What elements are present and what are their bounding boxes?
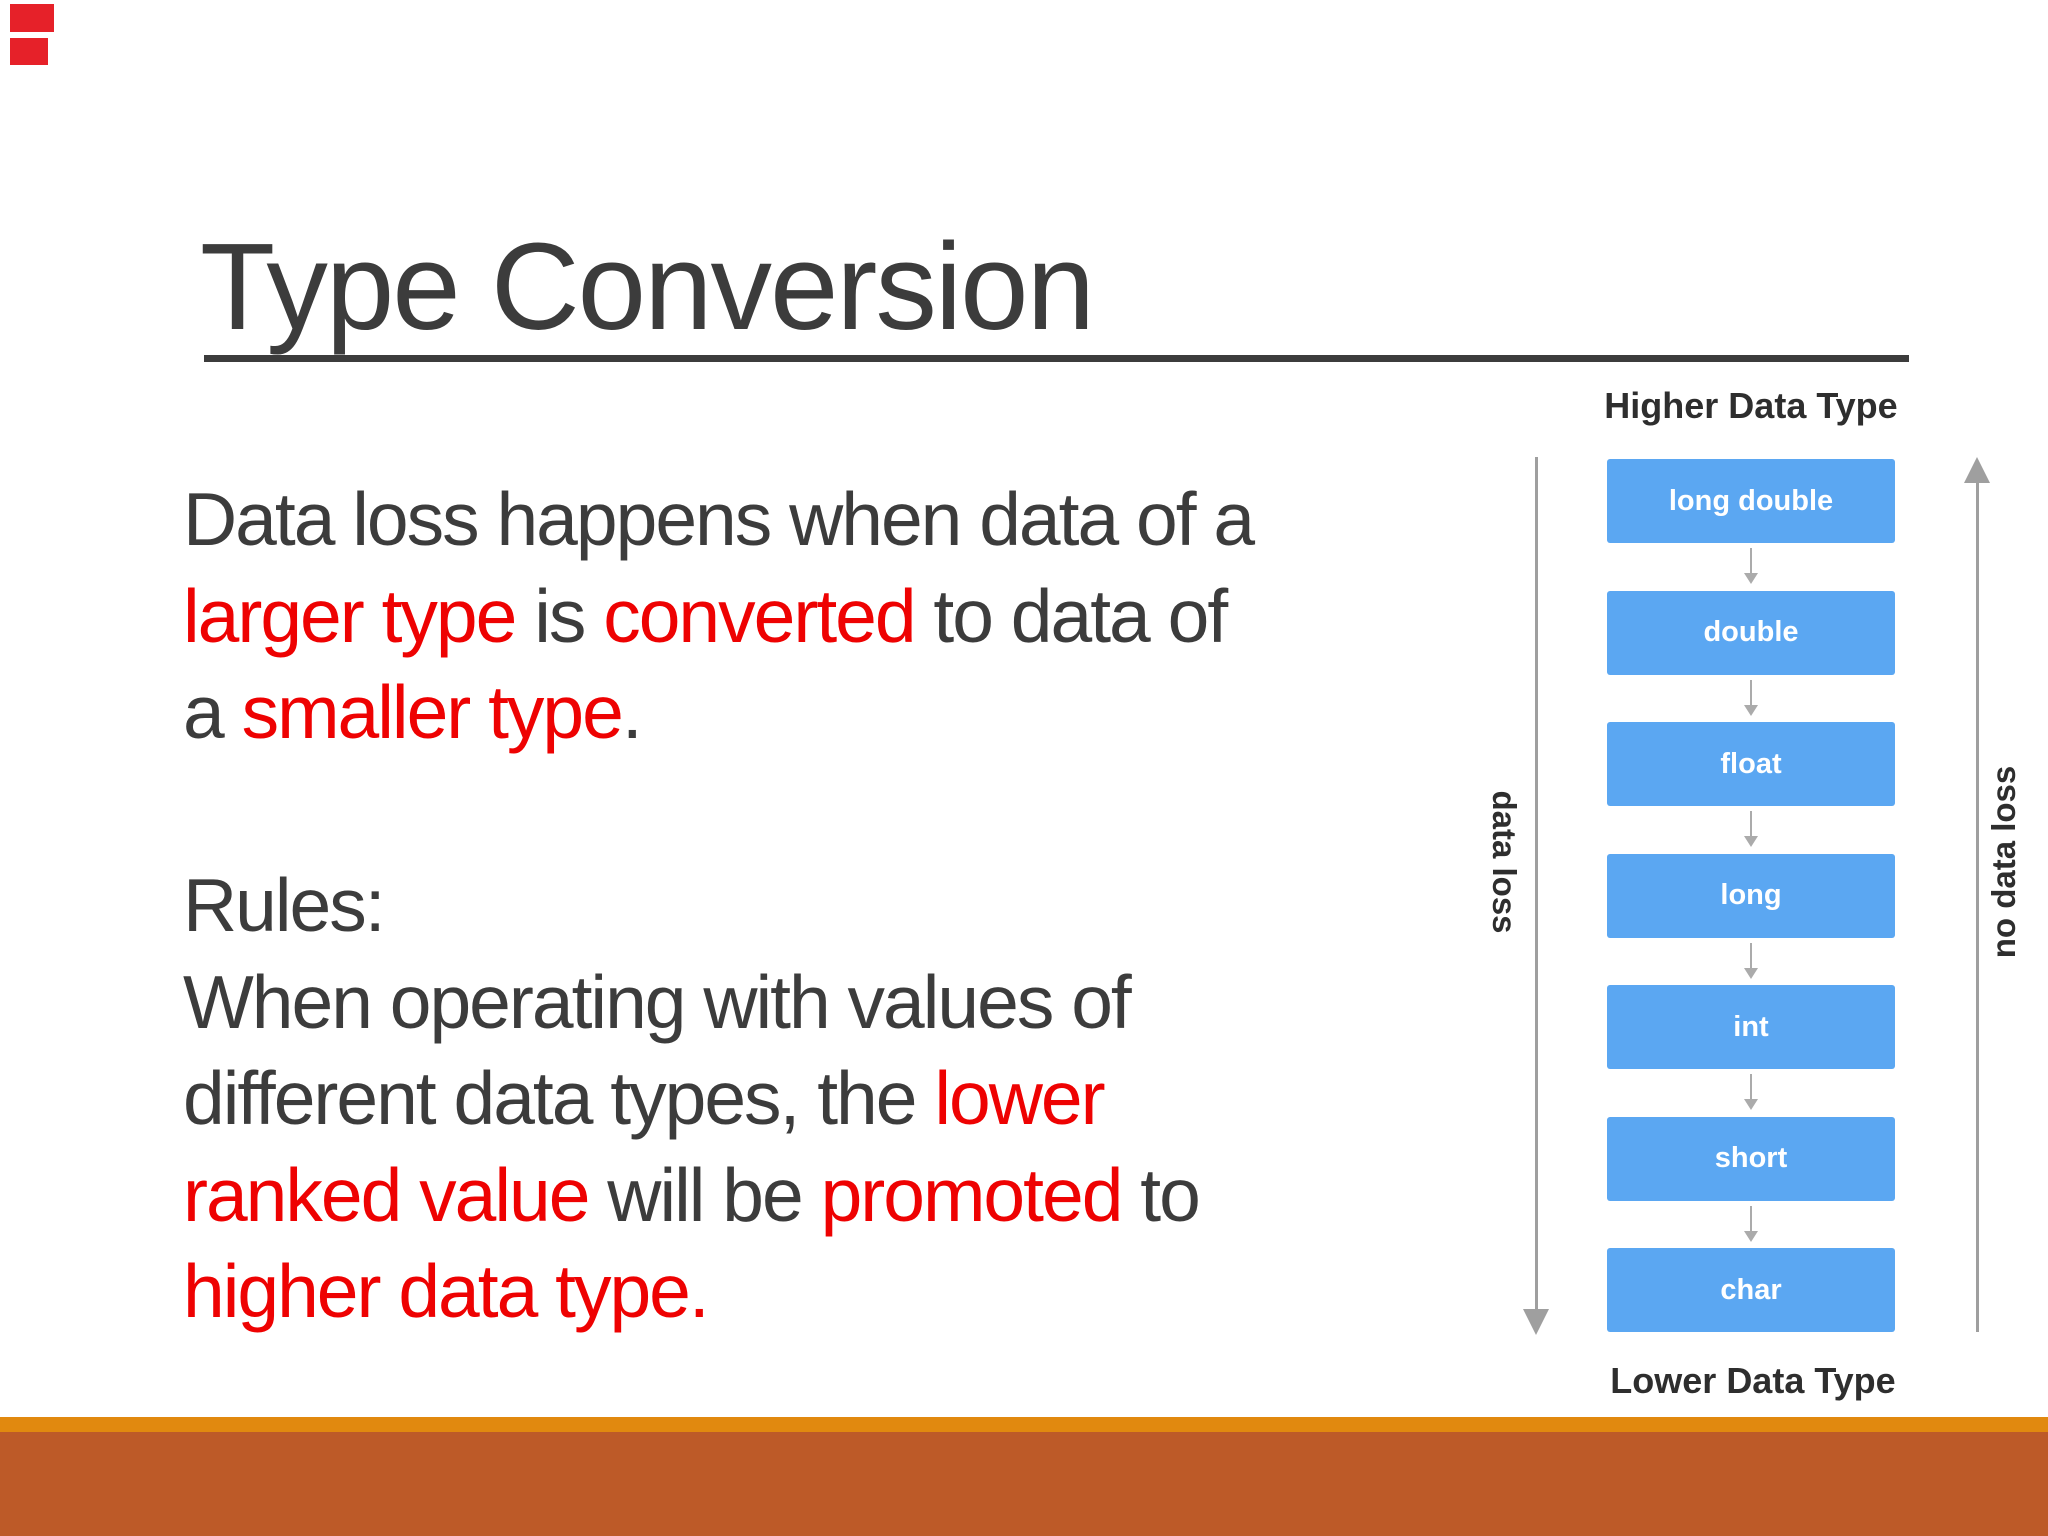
footer-accent-strip xyxy=(0,1417,2048,1432)
body-line: different data types, the lower xyxy=(183,1050,1253,1147)
type-hierarchy-column: long double double float long int short char xyxy=(1607,459,1895,1332)
type-box: long double xyxy=(1607,459,1895,543)
data-loss-axis-line xyxy=(1535,457,1538,1309)
plain-text: is xyxy=(515,573,604,658)
down-arrowhead-icon xyxy=(1744,704,1758,716)
title-underline xyxy=(204,355,1909,362)
type-box: short xyxy=(1607,1116,1895,1201)
highlighted-text: lower xyxy=(934,1056,1105,1140)
plain-text: different data types, the xyxy=(183,1056,935,1140)
body-line: larger type is converted to data of xyxy=(183,568,1253,665)
box-connector xyxy=(1607,675,1895,723)
down-arrow-icon xyxy=(1750,1074,1752,1099)
type-box: long xyxy=(1607,853,1895,938)
plain-text: to xyxy=(1121,1152,1201,1237)
down-arrowhead-icon xyxy=(1523,1309,1549,1335)
type-box: float xyxy=(1607,722,1895,806)
down-arrow-icon xyxy=(1750,679,1752,705)
box-connector xyxy=(1607,938,1895,986)
body-line: a smaller type. xyxy=(183,664,1253,761)
body-text: Data loss happens when data of a larger t… xyxy=(183,471,1255,1340)
body-line: higher data type. xyxy=(183,1243,1253,1340)
type-box: int xyxy=(1607,985,1895,1069)
highlighted-text: higher data type. xyxy=(183,1249,710,1333)
box-connector xyxy=(1607,1201,1895,1249)
down-arrowhead-icon xyxy=(1744,1099,1758,1110)
body-line: Rules: xyxy=(183,857,1253,954)
down-arrow-icon xyxy=(1750,1205,1752,1231)
body-line: Data loss happens when data of a xyxy=(183,471,1255,568)
down-arrow-icon xyxy=(1750,811,1752,836)
plain-text: Rules: xyxy=(183,863,386,947)
no-data-loss-label: no data loss xyxy=(1985,765,2022,959)
lower-data-type-label: Lower Data Type xyxy=(1610,1360,1896,1401)
plain-text: When operating with values of xyxy=(183,959,1132,1044)
body-line: ranked value will be promoted to xyxy=(183,1147,1253,1244)
page-title: Type Conversion xyxy=(200,219,1095,356)
type-box: double xyxy=(1607,590,1895,675)
down-arrow-icon xyxy=(1750,548,1752,573)
body-line xyxy=(183,761,1253,858)
plain-text: will be xyxy=(588,1152,821,1237)
highlighted-text: larger type xyxy=(183,573,517,658)
data-loss-label: data loss xyxy=(1486,790,1523,934)
plain-text: Data loss happens when data of a xyxy=(183,477,1255,561)
down-arrowhead-icon xyxy=(1744,573,1758,584)
up-arrowhead-icon xyxy=(1964,457,1990,483)
plain-text: to data of xyxy=(914,573,1228,658)
highlighted-text: smaller type xyxy=(241,670,624,754)
body-line: When operating with values of xyxy=(183,954,1253,1051)
down-arrowhead-icon xyxy=(1744,1230,1758,1242)
down-arrowhead-icon xyxy=(1744,967,1758,979)
box-connector xyxy=(1607,543,1895,591)
highlighted-text: ranked value xyxy=(183,1152,590,1237)
box-connector xyxy=(1607,806,1895,854)
no-data-loss-axis-line xyxy=(1976,483,1979,1332)
down-arrowhead-icon xyxy=(1744,836,1758,847)
box-connector xyxy=(1607,1069,1895,1117)
highlighted-text: promoted xyxy=(820,1152,1124,1237)
down-arrow-icon xyxy=(1750,942,1752,968)
higher-data-type-label: Higher Data Type xyxy=(1604,385,1898,426)
highlighted-text: converted xyxy=(603,573,916,658)
plain-text: a xyxy=(183,670,242,754)
corner-red-bar-icon xyxy=(10,4,54,32)
type-box: char xyxy=(1607,1248,1895,1332)
plain-text: . xyxy=(621,670,643,754)
footer-bar xyxy=(0,1432,2048,1536)
corner-red-bar-icon xyxy=(10,38,48,65)
